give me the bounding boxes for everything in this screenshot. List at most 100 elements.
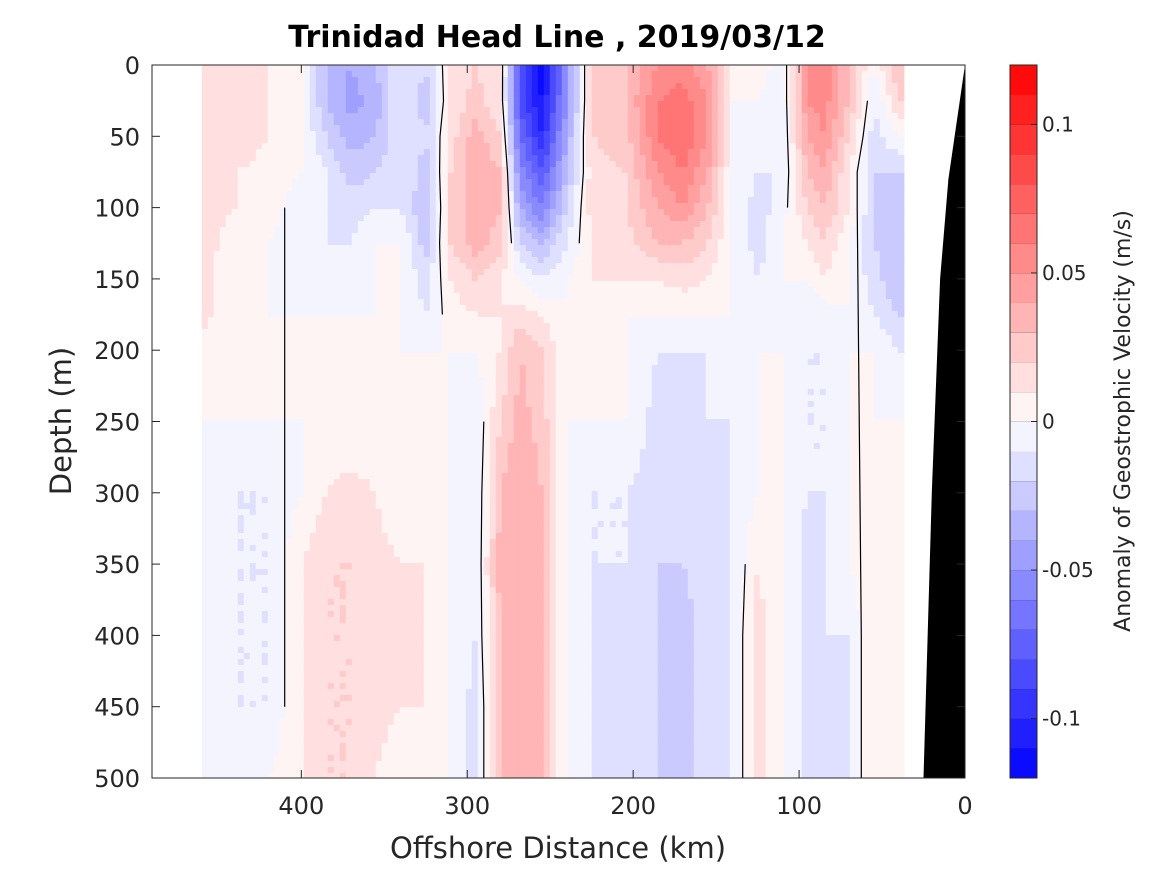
field-cell	[442, 143, 449, 150]
field-cell	[430, 65, 437, 72]
field-cell	[238, 371, 245, 378]
field-cell	[370, 467, 377, 474]
field-cell	[286, 155, 293, 162]
field-cell	[400, 395, 407, 402]
field-cell	[418, 611, 425, 618]
field-cell	[328, 317, 335, 324]
field-cell	[208, 287, 215, 294]
field-cell	[448, 611, 455, 618]
field-cell	[340, 449, 347, 456]
field-cell	[430, 713, 437, 720]
field-cell	[274, 251, 281, 258]
field-cell	[292, 503, 299, 510]
field-cell	[436, 329, 443, 336]
field-cell	[232, 137, 239, 144]
field-cell	[208, 749, 215, 756]
field-cell	[256, 353, 263, 360]
field-cell	[268, 743, 275, 750]
field-cell	[328, 125, 335, 132]
field-cell	[232, 71, 239, 78]
field-cell	[274, 323, 281, 330]
field-cell	[250, 635, 257, 642]
field-cell	[238, 341, 245, 348]
field-cell	[244, 533, 251, 540]
field-cell	[442, 563, 449, 570]
field-cell	[334, 509, 341, 516]
field-cell	[292, 143, 299, 150]
field-cell	[418, 299, 425, 306]
field-cell	[328, 449, 335, 456]
field-cell	[208, 77, 215, 84]
field-cell	[424, 365, 431, 372]
field-cell	[280, 743, 287, 750]
field-cell	[328, 641, 335, 648]
field-cell	[274, 197, 281, 204]
field-cell	[280, 545, 287, 552]
field-cell	[370, 695, 377, 702]
field-cell	[406, 347, 413, 354]
field-cell	[250, 173, 257, 180]
field-cell	[442, 485, 449, 492]
field-cell	[304, 233, 311, 240]
field-cell	[244, 191, 251, 198]
field-cell	[442, 479, 449, 486]
field-cell	[274, 557, 281, 564]
field-cell	[346, 137, 353, 144]
field-cell	[310, 281, 317, 288]
field-cell	[214, 575, 221, 582]
field-cell	[304, 203, 311, 210]
field-cell	[244, 95, 251, 102]
field-cell	[322, 227, 329, 234]
field-cell	[250, 551, 257, 558]
field-cell	[424, 305, 431, 312]
field-cell	[304, 329, 311, 336]
field-cell	[268, 323, 275, 330]
field-cell	[424, 137, 431, 144]
field-cell	[382, 407, 389, 414]
field-cell	[256, 461, 263, 468]
field-cell	[328, 659, 335, 666]
field-cell	[382, 707, 389, 714]
field-cell	[274, 359, 281, 366]
field-cell	[208, 551, 215, 558]
field-cell	[262, 599, 269, 606]
field-cell	[280, 359, 287, 366]
field-cell	[328, 227, 335, 234]
field-cell	[256, 173, 263, 180]
field-cell	[268, 359, 275, 366]
field-cell	[286, 581, 293, 588]
field-cell	[280, 485, 287, 492]
field-cell	[424, 197, 431, 204]
field-cell	[346, 689, 353, 696]
field-cell	[400, 365, 407, 372]
field-cell	[388, 497, 395, 504]
field-cell	[202, 683, 209, 690]
field-cell	[280, 611, 287, 618]
field-cell	[310, 431, 317, 438]
field-cell	[352, 383, 359, 390]
field-cell	[226, 407, 233, 414]
field-cell	[364, 449, 371, 456]
field-cell	[364, 713, 371, 720]
field-cell	[376, 671, 383, 678]
field-cell	[238, 509, 245, 516]
field-cell	[220, 119, 227, 126]
field-cell	[220, 359, 227, 366]
field-cell	[226, 191, 233, 198]
field-cell	[262, 455, 269, 462]
field-cell	[232, 401, 239, 408]
field-cell	[250, 251, 257, 258]
field-cell	[328, 479, 335, 486]
field-cell	[250, 233, 257, 240]
field-cell	[430, 131, 437, 138]
field-cell	[424, 203, 431, 210]
field-cell	[370, 209, 377, 216]
field-cell	[418, 539, 425, 546]
field-cell	[430, 695, 437, 702]
field-cell	[352, 515, 359, 522]
field-cell	[394, 689, 401, 696]
field-cell	[250, 197, 257, 204]
field-cell	[244, 107, 251, 114]
field-cell	[250, 401, 257, 408]
field-cell	[448, 203, 455, 210]
